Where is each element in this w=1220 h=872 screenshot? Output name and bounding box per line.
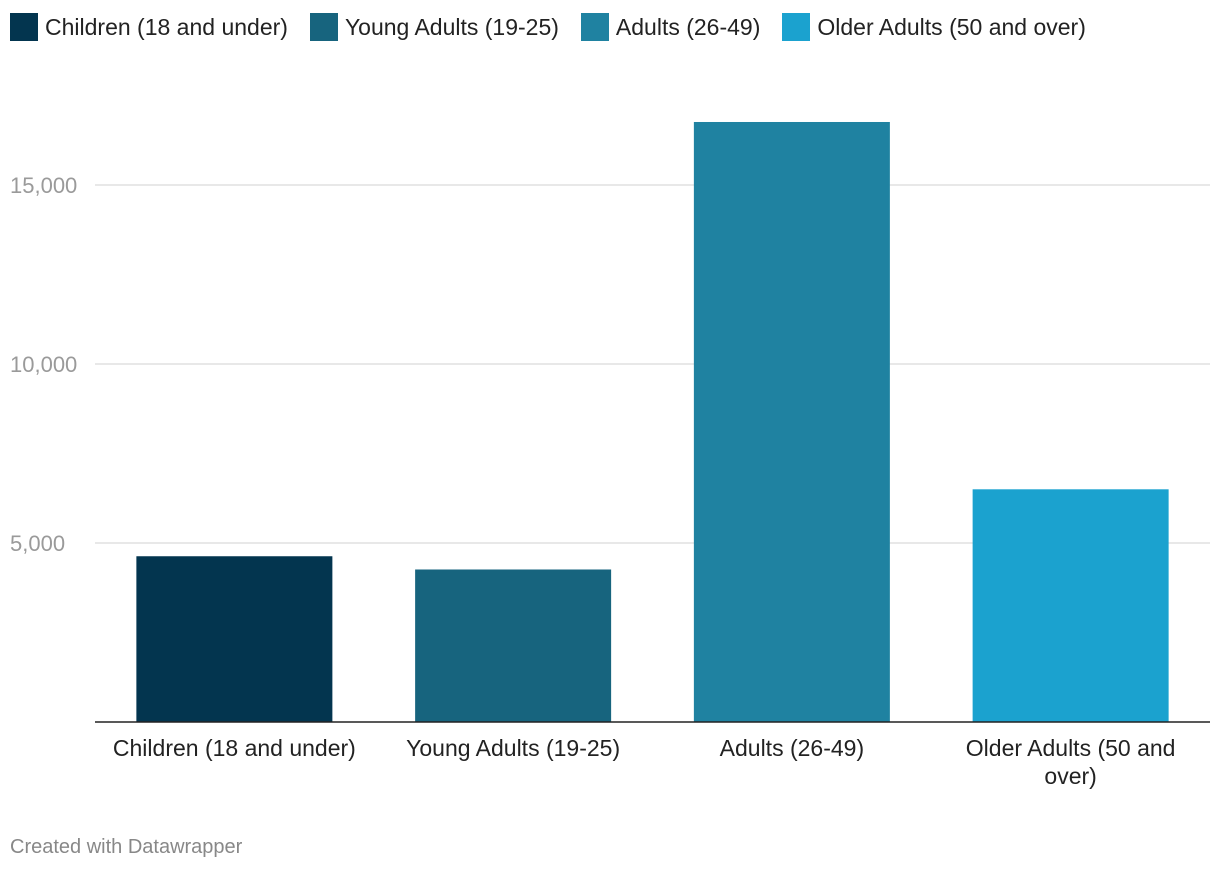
x-tick-label: Adults (26-49) (720, 735, 864, 761)
y-tick-label: 10,000 (10, 352, 77, 377)
legend-label-children: Children (18 and under) (45, 13, 288, 40)
footer-credit: Created with Datawrapper (10, 836, 243, 858)
bar (415, 569, 612, 722)
x-tick-label: Children (18 and under) (113, 735, 356, 761)
legend-label-adults: Adults (26-49) (615, 13, 761, 40)
bar (972, 489, 1169, 722)
legend-label-older-adults: Older Adults (50 and over) (817, 13, 1086, 40)
legend-swatch-adults (580, 13, 609, 41)
legend-label-young-adults: Young Adults (19-25) (344, 13, 559, 40)
chart-legend: Children (18 and under) Young Adults (19… (10, 13, 1108, 41)
x-tick-label: Older Adults (50 and (966, 735, 1176, 761)
legend-swatch-older-adults (782, 13, 811, 41)
legend-item-older-adults: Older Adults (50 and over) (782, 13, 1086, 41)
legend-swatch-young-adults (309, 13, 338, 41)
legend-item-children: Children (18 and under) (10, 13, 288, 41)
bar (136, 556, 333, 722)
y-tick-label: 5,000 (10, 531, 65, 556)
legend-swatch-children (10, 13, 38, 41)
legend-item-young-adults: Young Adults (19-25) (309, 13, 559, 41)
y-tick-label: 15,000 (10, 173, 77, 198)
legend-item-adults: Adults (26-49) (580, 13, 761, 41)
bar (693, 121, 890, 722)
x-tick-label: Young Adults (19-25) (406, 735, 620, 761)
x-tick-label: over) (1044, 763, 1096, 789)
